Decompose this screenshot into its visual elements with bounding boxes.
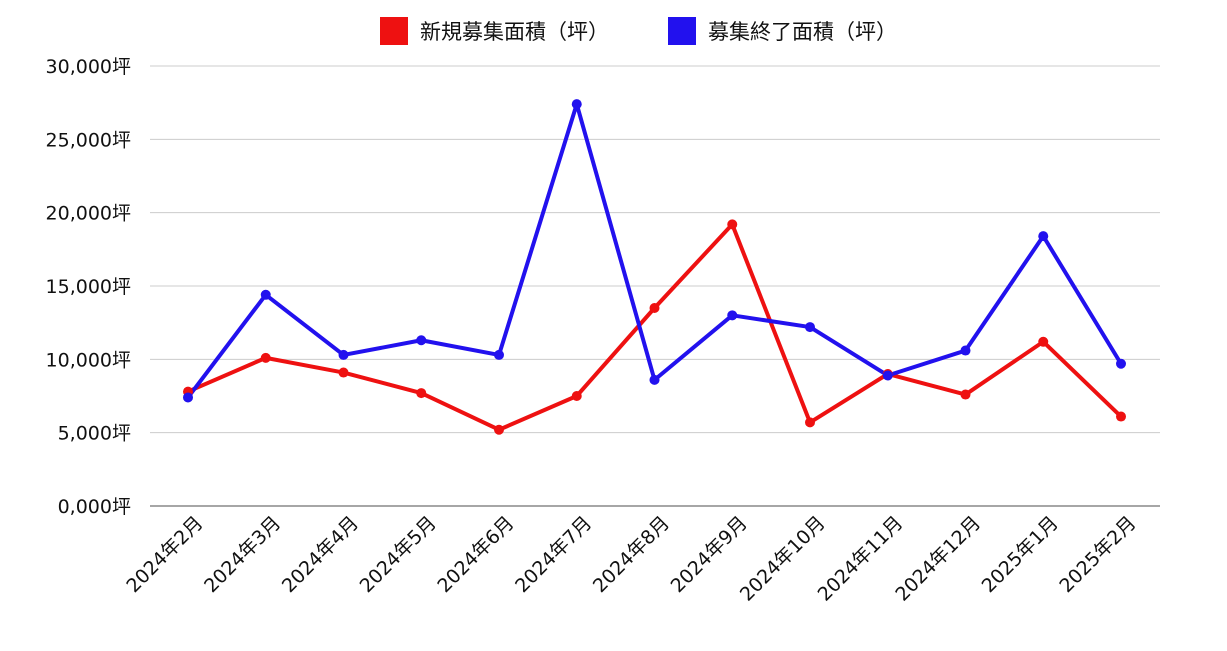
data-point	[416, 335, 427, 346]
legend-swatch-new-listings	[380, 17, 408, 45]
data-point	[494, 349, 504, 360]
data-point	[649, 303, 660, 313]
y-tick-label: 30,000坪	[46, 56, 131, 78]
legend: 新規募集面積（坪） 募集終了面積（坪）	[380, 17, 897, 45]
x-tick-label: 2024年7月	[511, 512, 596, 597]
data-point	[805, 417, 815, 428]
y-tick-label: 10,000坪	[46, 349, 131, 371]
legend-label-new-listings: 新規募集面積（坪）	[420, 20, 609, 44]
x-tick-label: 2024年2月	[122, 512, 207, 597]
x-tick-label: 2024年4月	[278, 512, 363, 597]
x-tick-label: 2024年3月	[200, 512, 285, 597]
y-tick-label: 5,000坪	[58, 423, 131, 445]
data-point	[338, 367, 349, 378]
series-points	[183, 99, 1126, 435]
data-point	[416, 388, 427, 399]
y-tick-label: 15,000坪	[46, 276, 131, 298]
data-point	[571, 99, 582, 110]
data-point	[805, 322, 815, 333]
y-tick-label: 20,000坪	[46, 203, 131, 225]
data-point	[260, 352, 271, 363]
series-line-2	[186, 102, 1123, 400]
x-tick-label: 2025年2月	[1055, 512, 1140, 597]
data-point	[1116, 411, 1126, 422]
data-point	[882, 370, 893, 381]
data-point	[260, 289, 271, 300]
data-point	[183, 392, 193, 403]
data-point	[727, 310, 738, 321]
data-point	[1038, 231, 1049, 242]
data-point	[727, 219, 738, 230]
x-tick-label: 2024年9月	[667, 512, 752, 597]
data-point	[960, 389, 971, 400]
x-tick-label: 2025年1月	[978, 512, 1063, 597]
data-point	[649, 374, 660, 385]
data-point	[494, 424, 504, 435]
gridlines	[150, 65, 1160, 507]
data-point	[1038, 336, 1049, 347]
data-point	[571, 391, 582, 401]
x-tick-label: 2024年5月	[356, 512, 441, 597]
x-tick-label: 2024年6月	[433, 512, 518, 597]
data-point	[1116, 358, 1126, 369]
y-axis-tick-labels: 0,000坪 5,000坪 10,000坪 15,000坪 20,000坪 25,000坪…	[46, 56, 131, 518]
data-point	[960, 345, 971, 356]
data-point	[338, 349, 349, 360]
legend-swatch-ended-listings	[668, 17, 696, 45]
legend-label-ended-listings: 募集終了面積（坪）	[708, 20, 897, 44]
x-axis-tick-labels: 2024年2月2024年3月2024年4月2024年5月2024年6月2024年…	[122, 512, 1140, 606]
y-tick-label: 0,000坪	[58, 496, 131, 518]
y-tick-label: 25,000坪	[46, 129, 131, 151]
x-tick-label: 2024年8月	[589, 512, 674, 597]
